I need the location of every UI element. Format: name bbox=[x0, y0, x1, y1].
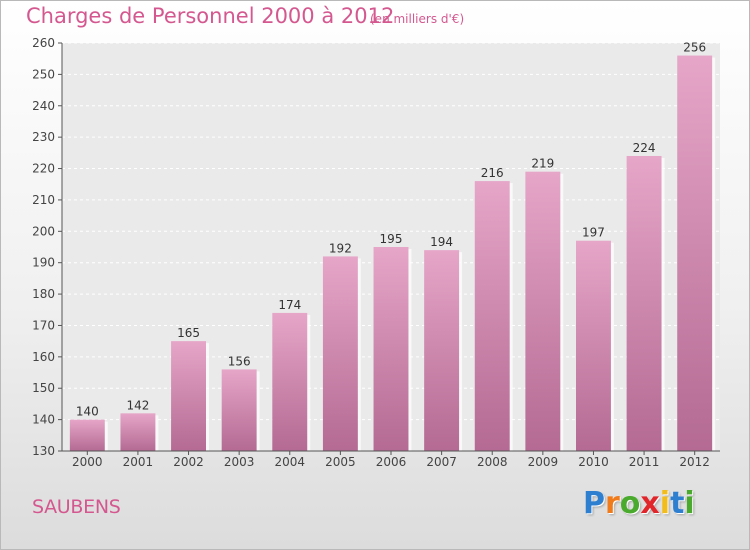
y-tick-label: 260 bbox=[32, 36, 55, 50]
y-tick-label: 220 bbox=[32, 162, 55, 176]
bar-group: 194 bbox=[424, 235, 463, 451]
y-tick-label: 160 bbox=[32, 350, 55, 364]
bar bbox=[525, 171, 561, 451]
bar bbox=[474, 181, 510, 452]
bar-value-label: 174 bbox=[278, 298, 301, 312]
y-axis: 130 140 150 160 170 180 190 200 210 220 230 240 250 2… bbox=[32, 36, 63, 458]
x-tick-label: 2005 bbox=[325, 455, 356, 469]
y-tick-label: 250 bbox=[32, 67, 55, 81]
logo-letter: i bbox=[659, 486, 671, 521]
bar bbox=[221, 369, 257, 451]
bar bbox=[120, 413, 156, 451]
logo-letter: r bbox=[605, 486, 620, 521]
bar-group: 142 bbox=[120, 398, 159, 451]
bar-group: 216 bbox=[474, 166, 513, 452]
bar bbox=[677, 55, 713, 452]
bar-value-label: 195 bbox=[380, 232, 403, 246]
x-tick-label: 2003 bbox=[224, 455, 255, 469]
bar-value-label: 194 bbox=[430, 235, 453, 249]
bar-group: 174 bbox=[272, 298, 311, 451]
y-tick-label: 190 bbox=[32, 256, 55, 270]
x-tick-label: 2011 bbox=[629, 455, 660, 469]
bars: 140 142 165 156 174 192 195 194 216 219 197 224 256 bbox=[69, 41, 716, 452]
x-tick-label: 2006 bbox=[376, 455, 407, 469]
y-tick-label: 200 bbox=[32, 224, 55, 238]
bar-group: 224 bbox=[626, 141, 665, 451]
x-tick-label: 2000 bbox=[72, 455, 103, 469]
y-tick-label: 180 bbox=[32, 287, 55, 301]
x-tick-label: 2010 bbox=[578, 455, 609, 469]
bar bbox=[171, 341, 207, 451]
bar-value-label: 224 bbox=[633, 141, 656, 155]
bar-group: 140 bbox=[69, 405, 108, 451]
bar bbox=[322, 256, 358, 451]
bar-group: 192 bbox=[322, 241, 361, 451]
chart-title: Charges de Personnel 2000 à 2012 bbox=[26, 4, 395, 28]
bar bbox=[575, 240, 611, 451]
bar-group: 195 bbox=[373, 232, 412, 451]
bar bbox=[272, 312, 308, 451]
bar-value-label: 165 bbox=[177, 326, 200, 340]
logo-letter: P bbox=[583, 486, 605, 521]
chart-subtitle: (en milliers d'€) bbox=[370, 12, 465, 26]
x-tick-label: 2012 bbox=[679, 455, 710, 469]
x-tick-label: 2004 bbox=[274, 455, 305, 469]
bar-value-label: 156 bbox=[228, 354, 251, 368]
bar-group: 219 bbox=[525, 157, 564, 451]
logo-letter: i bbox=[684, 486, 695, 521]
x-tick-label: 2008 bbox=[477, 455, 508, 469]
y-tick-label: 150 bbox=[32, 381, 55, 395]
proxiti-logo: Proxiti bbox=[583, 486, 695, 521]
bar-value-label: 216 bbox=[481, 166, 504, 180]
logo-letter: x bbox=[640, 486, 660, 521]
logo-letter: t bbox=[670, 486, 685, 521]
bar-value-label: 197 bbox=[582, 226, 605, 240]
y-tick-label: 240 bbox=[32, 99, 55, 113]
bar-group: 197 bbox=[575, 226, 614, 451]
bar bbox=[373, 247, 409, 451]
bar bbox=[626, 155, 662, 451]
location-label: SAUBENS bbox=[32, 496, 121, 518]
bar-value-label: 192 bbox=[329, 241, 352, 255]
y-tick-label: 130 bbox=[32, 444, 55, 458]
bar-group: 156 bbox=[221, 354, 260, 451]
bar bbox=[69, 419, 105, 451]
x-tick-label: 2001 bbox=[123, 455, 154, 469]
bar-value-label: 219 bbox=[531, 157, 554, 171]
bar-group: 165 bbox=[171, 326, 210, 451]
x-tick-label: 2007 bbox=[426, 455, 457, 469]
logo-letter: o bbox=[619, 486, 641, 521]
bar-group: 256 bbox=[677, 41, 716, 452]
x-tick-label: 2002 bbox=[173, 455, 204, 469]
y-tick-label: 140 bbox=[32, 413, 55, 427]
bar-value-label: 140 bbox=[76, 405, 99, 419]
x-tick-label: 2009 bbox=[528, 455, 559, 469]
bar bbox=[424, 250, 460, 451]
x-axis: 2000 2001 2002 2003 2004 2005 2006 2007 2008 2009… bbox=[62, 450, 720, 469]
y-tick-label: 230 bbox=[32, 130, 55, 144]
y-tick-label: 210 bbox=[32, 193, 55, 207]
bar-value-label: 142 bbox=[126, 398, 149, 412]
bar-value-label: 256 bbox=[683, 41, 706, 55]
y-tick-label: 170 bbox=[32, 318, 55, 332]
